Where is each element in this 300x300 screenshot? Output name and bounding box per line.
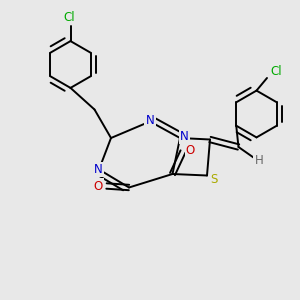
Text: Cl: Cl: [63, 11, 75, 24]
Text: H: H: [254, 154, 263, 167]
Text: Cl: Cl: [270, 65, 282, 79]
Text: O: O: [94, 179, 103, 193]
Text: N: N: [146, 113, 154, 127]
Text: N: N: [180, 130, 189, 143]
Text: S: S: [210, 172, 217, 186]
Text: N: N: [94, 163, 103, 176]
Text: O: O: [186, 143, 195, 157]
